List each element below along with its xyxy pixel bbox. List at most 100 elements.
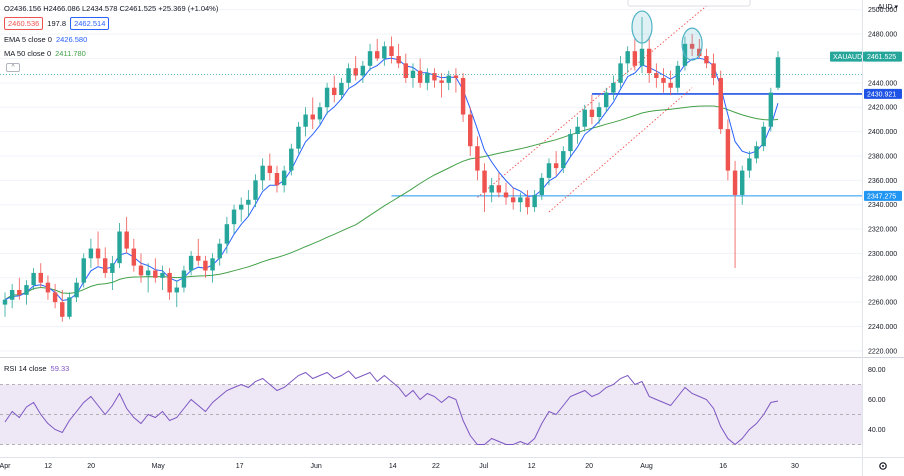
candle-body <box>231 209 237 225</box>
candle <box>274 165 280 193</box>
resistance-tag-text: 2430.921 <box>867 91 896 98</box>
candle-body <box>246 199 251 205</box>
time-tick-label: May <box>152 463 166 470</box>
candle <box>303 107 308 137</box>
candle-body <box>553 163 559 169</box>
candle <box>539 173 545 200</box>
support-tag: 2347.275 <box>864 190 902 201</box>
candle-body <box>439 80 444 83</box>
candle <box>689 34 695 57</box>
candle <box>596 102 602 125</box>
chevron-up-icon: ^ <box>11 64 15 71</box>
time-tick-label: Apr <box>0 463 11 470</box>
candle-body <box>2 299 8 305</box>
price-tick-label: 2380.000 <box>868 153 897 160</box>
price-tick-label: 2400.000 <box>868 129 897 136</box>
candle <box>382 41 387 66</box>
candle-body <box>732 170 738 195</box>
candle <box>532 190 537 213</box>
currency-selector[interactable]: AUD ▾ <box>877 4 898 11</box>
trend-channel <box>477 0 714 213</box>
candle-body <box>575 126 580 135</box>
candle <box>267 153 273 181</box>
candle <box>203 255 208 278</box>
price-tags: XAUAUD 2461.525 2430.921 2347.275 <box>830 51 902 201</box>
candle <box>339 77 344 100</box>
time-axis: Apr 12 20 May 17 Jun 14 22 Jul 12 20 Aug 16 30 <box>0 463 799 470</box>
candle-body <box>74 282 79 298</box>
candle <box>2 292 8 317</box>
candle <box>110 255 115 290</box>
candle-body <box>582 109 587 127</box>
candle <box>281 165 287 193</box>
rsi-band <box>0 384 862 445</box>
candle <box>503 182 509 205</box>
price-tick-label: 2360.000 <box>868 178 897 185</box>
candle <box>747 151 752 178</box>
candle-body <box>396 56 401 64</box>
candle <box>174 280 179 308</box>
candle <box>167 268 172 300</box>
collapse-legend-button[interactable]: ^ <box>6 63 20 72</box>
candle-body <box>332 87 337 96</box>
candle <box>117 222 122 269</box>
candle <box>95 231 101 266</box>
price-tick-label: 2420.000 <box>868 105 897 112</box>
candle <box>246 190 251 217</box>
candle <box>668 70 673 96</box>
rsi-legend[interactable]: RSI 14 close 59.33 <box>4 364 69 373</box>
candle-body <box>725 129 731 171</box>
candle <box>704 48 709 69</box>
candle <box>74 277 79 303</box>
candle-body <box>196 255 201 261</box>
candle <box>60 289 65 322</box>
rsi-tick-label: 80.00 <box>868 367 886 374</box>
price-tick-label: 2440.000 <box>868 80 897 87</box>
candle-body <box>310 114 315 120</box>
candle-body <box>217 243 222 259</box>
candle-body <box>38 272 44 283</box>
candle-body <box>224 224 230 244</box>
candle-body <box>661 77 666 83</box>
candle <box>45 275 51 300</box>
candle <box>661 68 666 93</box>
buy-price[interactable]: 2462.514 <box>70 17 110 30</box>
candle-body <box>153 270 158 278</box>
candle <box>138 253 144 283</box>
candle-body <box>668 82 673 88</box>
candle <box>568 129 573 156</box>
resistance-tag: 2430.921 <box>864 88 902 99</box>
candle-body <box>102 258 108 273</box>
candle-body <box>317 107 323 120</box>
candle <box>332 75 337 103</box>
price-tick-label: 2320.000 <box>868 227 897 234</box>
candle-body <box>754 146 759 159</box>
sell-price[interactable]: 2460.536 <box>4 17 44 30</box>
candle <box>453 68 459 93</box>
ema-legend[interactable]: EMA 5 close 0 2426.580 <box>4 35 87 44</box>
ema-label: EMA 5 close 0 <box>4 35 52 44</box>
rsi-value: 59.33 <box>50 364 70 373</box>
candle <box>589 95 595 125</box>
candle-body <box>267 165 273 174</box>
candle-body <box>453 75 459 78</box>
candle <box>52 283 58 309</box>
double-top-markers <box>631 10 703 61</box>
candle-body <box>203 260 208 271</box>
candle-body <box>374 51 380 59</box>
candle <box>482 163 487 213</box>
candle-body <box>482 170 487 193</box>
candle <box>732 160 738 269</box>
ema-value: 2426.580 <box>55 35 88 44</box>
time-tick-label: Jul <box>479 463 488 470</box>
candle-body <box>546 163 552 178</box>
candle <box>675 60 681 93</box>
candle <box>604 87 609 113</box>
top-marker-ellipse <box>631 10 653 44</box>
candle-body <box>654 73 659 78</box>
candle <box>367 43 373 71</box>
candle-body <box>460 77 466 115</box>
ma-legend[interactable]: MA 50 close 0 2411.780 <box>4 49 86 58</box>
candle <box>754 141 759 164</box>
